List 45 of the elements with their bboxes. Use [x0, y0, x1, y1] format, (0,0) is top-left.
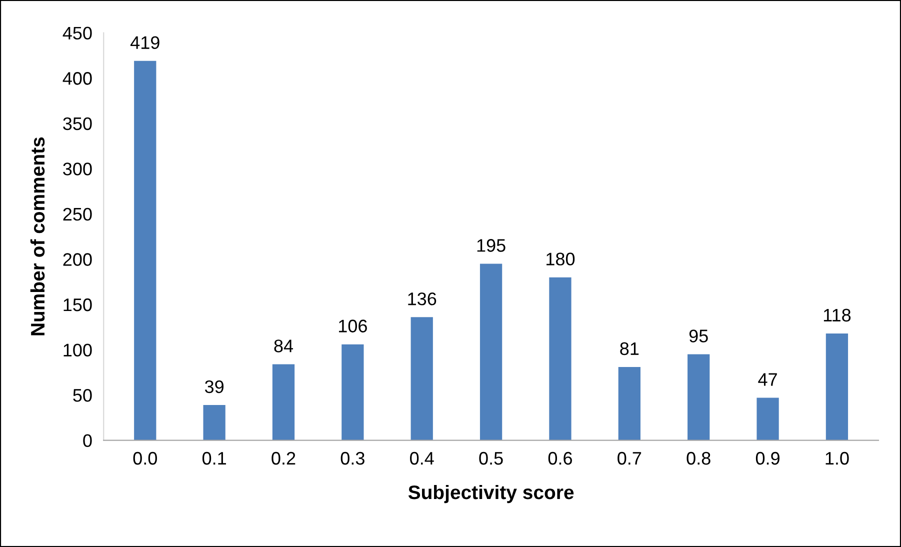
x-tick-label: 0.4	[410, 452, 434, 465]
y-tick-label: 100	[64, 344, 92, 356]
x-tick-label: 0.1	[202, 452, 226, 465]
y-axis-title: Number of comments	[30, 137, 45, 336]
y-tick-label: 450	[62, 26, 92, 40]
data-label: 419	[130, 36, 160, 49]
bar	[618, 366, 640, 440]
bar	[826, 333, 848, 440]
x-tick-label: 0.7	[618, 452, 642, 465]
data-label: 39	[204, 380, 224, 394]
bar	[549, 277, 572, 440]
y-tick-label: 350	[63, 117, 92, 130]
bar	[203, 405, 226, 440]
data-label: 118	[824, 308, 851, 322]
y-tick-label: 200	[63, 253, 92, 266]
y-tick-label: 0	[83, 434, 92, 448]
x-tick-label: 0.3	[340, 452, 364, 465]
bar	[272, 364, 295, 440]
bar	[480, 264, 502, 440]
x-tick-label: 0.5	[479, 452, 503, 465]
y-tick-label: 400	[62, 72, 92, 85]
x-tick-label: 0.0	[133, 452, 157, 465]
y-tick-label: 50	[73, 388, 92, 402]
data-label: 84	[274, 340, 294, 352]
bar	[134, 60, 156, 440]
x-tick-label: 0.8	[686, 452, 710, 465]
data-label: 95	[689, 330, 708, 342]
data-label: 81	[620, 342, 639, 356]
x-tick-label: 0.9	[756, 452, 780, 465]
bar	[688, 354, 710, 440]
data-label: 136	[408, 292, 436, 306]
data-label: 195	[477, 239, 506, 252]
bar	[756, 398, 779, 440]
x-tick-label: 0.6	[548, 452, 572, 465]
data-label: 47	[758, 373, 777, 386]
y-tick-label: 300	[63, 162, 92, 176]
x-tick-label: 1.0	[826, 452, 849, 465]
data-label: 106	[338, 320, 367, 332]
x-axis-title: Subjectivity score	[408, 484, 574, 504]
y-tick-label: 250	[63, 208, 92, 221]
bar	[410, 317, 433, 440]
y-tick-label: 150	[64, 298, 92, 312]
x-tick-label: 0.2	[272, 452, 296, 465]
bar	[342, 344, 364, 440]
data-label: 180	[546, 252, 575, 266]
